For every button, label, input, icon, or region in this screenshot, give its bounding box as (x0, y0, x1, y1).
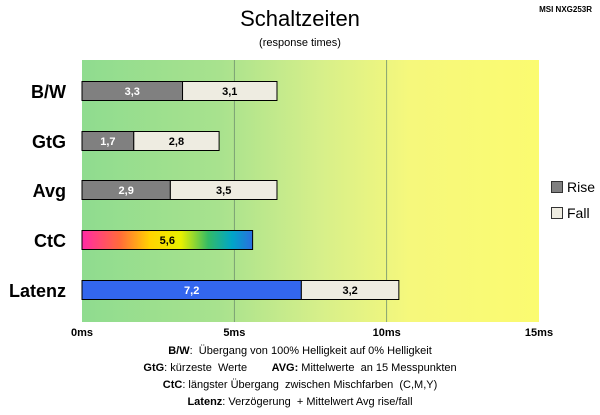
note-latenz: Latenz: Verzögerung + Mittelwert Avg ris… (0, 394, 600, 411)
bar-fall (169, 180, 278, 200)
category-label: CtC (34, 231, 66, 251)
note-latenz-text: : Verzögerung + Mittelwert Avg rise/fall (222, 396, 413, 408)
x-tick-label: 0ms (71, 327, 93, 339)
bar-fall (300, 280, 400, 300)
bar-rise-label: 5,6 (160, 235, 175, 247)
bar-fall-label: 3,5 (216, 185, 231, 197)
legend-item-rise: Rise (551, 179, 595, 195)
chart-subtitle: (response times) (259, 37, 341, 49)
bar-fall (133, 131, 220, 151)
note-bw: B/W: Übergang von 100% Helligkeit auf 0%… (0, 343, 600, 360)
bar-fall (182, 81, 278, 101)
x-tick-label: 15ms (525, 327, 553, 339)
x-tick-label: 5ms (223, 327, 245, 339)
note-bw-text: : Übergang von 100% Helligkeit auf 0% He… (189, 345, 432, 357)
x-axis-tick-labels: 0ms 5ms 10ms 15ms (71, 327, 553, 339)
legend-item-fall: Fall (551, 205, 590, 221)
legend-label-fall: Fall (567, 205, 590, 221)
fall-swatch (551, 207, 563, 219)
bar-rise-label: 2,9 (119, 185, 134, 197)
note-latenz-key: Latenz (187, 396, 223, 408)
category-label: GtG (32, 132, 66, 152)
x-tick-label: 10ms (373, 327, 401, 339)
legend-label-rise: Rise (567, 179, 596, 195)
bar-fall-label: 3,2 (342, 285, 357, 297)
bar-rise (81, 230, 254, 250)
bars: 3,3 3,1 1,7 2,8 2,9 3,5 5,6 7,2 3,2 (81, 81, 400, 300)
monitor-model: MSI NXG253R (539, 5, 592, 14)
category-label: Latenz (9, 281, 66, 301)
category-label: Avg (33, 181, 66, 201)
note-ctc: CtC: längster Übergang zwischen Mischfar… (0, 377, 600, 394)
bar-fall-label: 2,8 (169, 136, 184, 148)
note-ctc-text: : längster Übergang zwischen Mischfarben… (182, 379, 438, 391)
bar-rise-label: 1,7 (100, 136, 115, 148)
note-gtg: GtG: kürzeste Werte AVG: Mittelwerte an … (0, 360, 600, 377)
category-labels: B/W GtG Avg CtC Latenz (9, 82, 66, 301)
note-avg-key: AVG: (271, 362, 299, 374)
category-label: B/W (31, 82, 66, 102)
bar-rise-label: 3,3 (125, 86, 140, 98)
bar-fall-label: 3,1 (222, 86, 237, 98)
note-bw-key: B/W (168, 345, 190, 357)
chart-title: Schaltzeiten (240, 6, 360, 31)
note-gtg-text: : kürzeste Werte (164, 362, 248, 374)
bar-rise-label: 7,2 (184, 285, 199, 297)
note-gtg-key: GtG (143, 362, 165, 374)
note-avg-text: Mittelwerte an 15 Messpunkten (298, 362, 457, 374)
notes-block: B/W: Übergang von 100% Helligkeit auf 0%… (0, 343, 600, 411)
note-ctc-key: CtC (162, 379, 183, 391)
rise-swatch (551, 181, 563, 193)
